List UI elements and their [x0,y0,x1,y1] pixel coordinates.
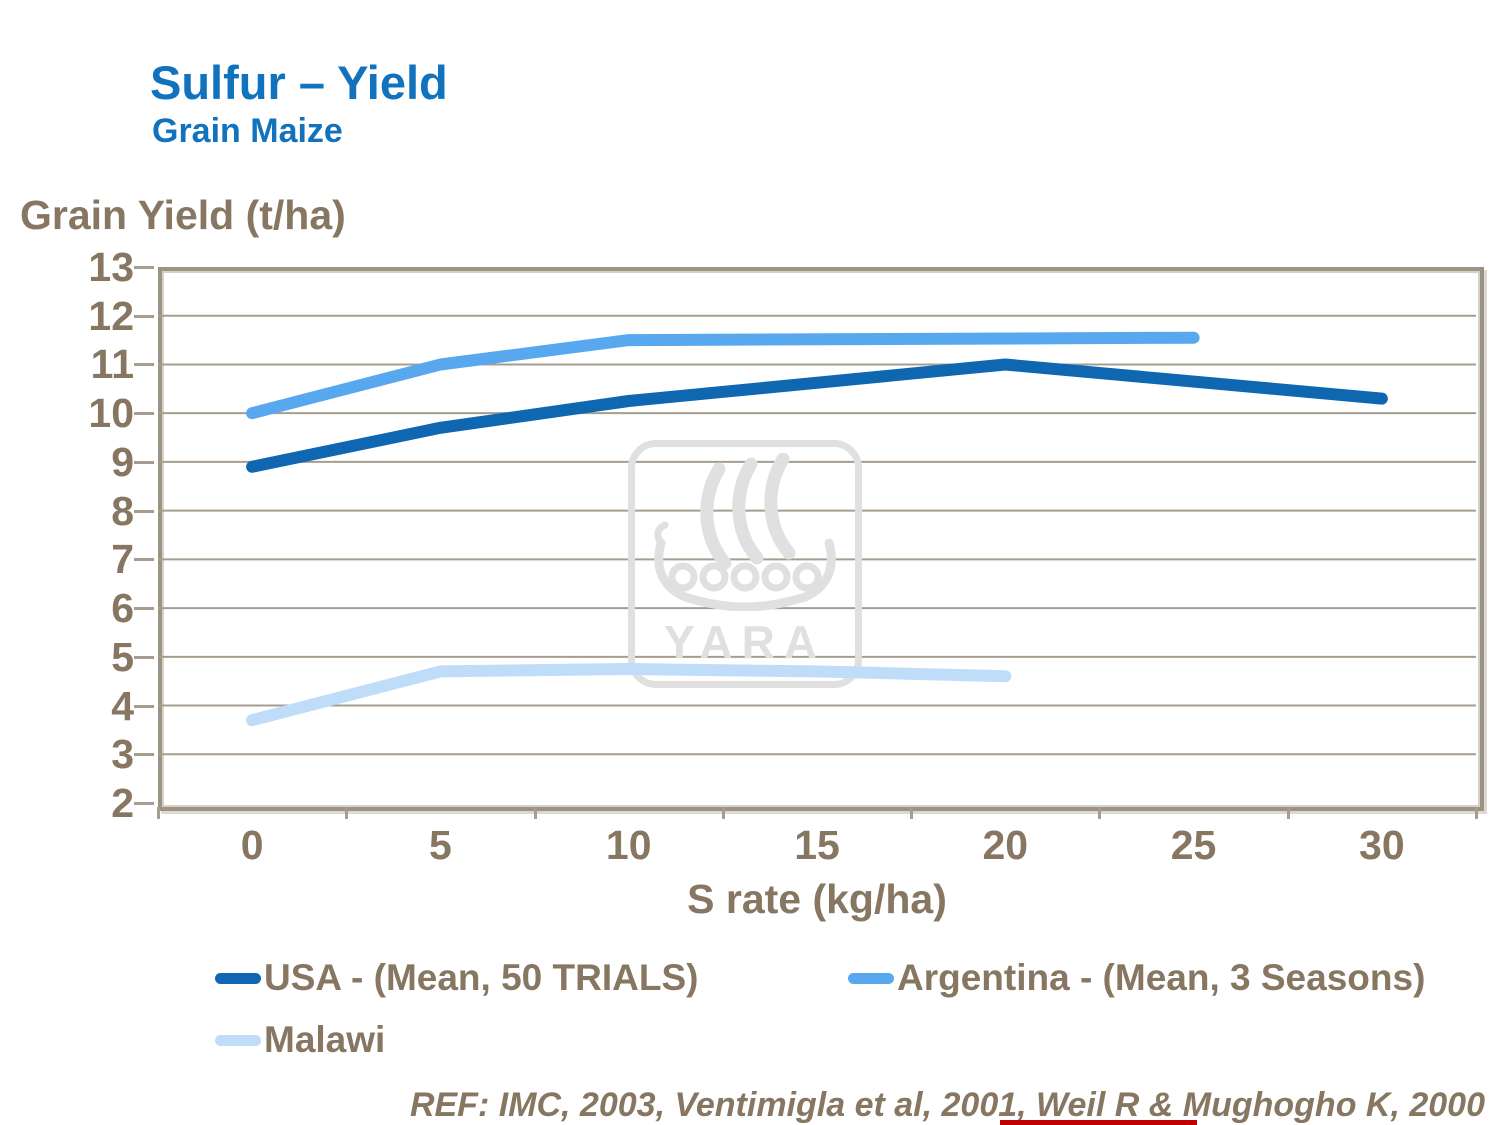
y-tick-label-5: 5 [111,633,134,680]
series-line-malawi [246,663,1012,727]
series-lines [246,331,1388,727]
y-tick-label-12: 12 [88,292,134,339]
x-tick-mark-1 [345,807,349,819]
y-tick-mark-9 [134,460,154,464]
yara-watermark: YARA [628,440,862,688]
y-tick-label-9: 9 [111,438,134,485]
x-tick-mark-3 [721,807,725,819]
x-tick-mark-6 [1286,807,1290,819]
x-tick-label-25: 25 [1170,822,1217,868]
y-tick-label-10: 10 [88,390,134,437]
legend-item-usa: USA - (Mean, 50 TRIALS) [215,954,698,1002]
y-tick-label-8: 8 [111,487,134,534]
reference-footer: REF: IMC, 2003, Ventimigla et al, 2001, … [409,1086,1485,1124]
y-tick-label-6: 6 [111,585,134,632]
x-tick-mark-2 [533,807,537,819]
y-tick-mark-11 [134,363,154,367]
x-tick-label-20: 20 [982,822,1029,868]
x-tick-label-0: 0 [240,822,264,868]
page-subtitle: Grain Maize [152,112,343,150]
legend-swatch-usa [215,972,261,984]
y-tick-label-2: 2 [111,780,134,826]
page-title: Sulfur – Yield [150,56,448,109]
y-tick-mark-6 [134,607,154,611]
legend-label-usa: USA - (Mean, 50 TRIALS) [264,957,699,998]
y-tick-mark-5 [134,655,154,659]
x-tick-mark-4 [910,807,914,819]
x-tick-label-5: 5 [429,822,452,868]
x-tick-label-10: 10 [605,822,652,868]
y-tick-mark-8 [134,509,154,513]
y-tick-mark-10 [134,412,154,416]
y-tick-mark-4 [134,704,154,708]
y-tick-mark-2 [134,802,154,805]
gridlines [158,314,1476,756]
data-series-layer [246,331,1388,727]
legend-label-argentina: Argentina - (Mean, 3 Seasons) [897,957,1426,998]
y-tick-label-3: 3 [111,731,134,778]
legend-item-argentina: Argentina - (Mean, 3 Seasons) [848,954,1425,1002]
y-tick-label-13: 13 [88,244,134,290]
plot-area [158,267,1484,811]
line-chart [158,314,1476,756]
legend-swatch-argentina [848,972,894,984]
y-tick-label-7: 7 [111,536,134,583]
series-line-argentina [246,331,1200,420]
x-tick-mark-7 [1475,807,1478,819]
legend-label-malawi: Malawi [264,1019,386,1060]
x-axis-title: S rate (kg/ha) [687,876,947,922]
legend-swatch-malawi [215,1034,261,1046]
viking-ship-icon [654,453,836,611]
legend-item-malawi: Malawi [215,1016,385,1064]
y-tick-mark-7 [134,558,154,562]
y-tick-label-11: 11 [90,341,134,388]
x-tick-mark-5 [1098,807,1102,819]
watermark-text: YARA [663,616,827,668]
y-tick-mark-3 [134,753,154,757]
series-line-usa [246,358,1388,473]
x-tick-label-15: 15 [794,822,840,868]
y-tick-mark-12 [134,314,154,318]
x-tick-label-30: 30 [1359,822,1405,868]
y-tick-mark-13 [134,266,154,269]
y-axis-title: Grain Yield (t/ha) [20,192,346,238]
y-tick-label-4: 4 [111,682,134,729]
x-tick-mark-0 [157,807,160,819]
red-accent-bar [1000,1120,1197,1125]
